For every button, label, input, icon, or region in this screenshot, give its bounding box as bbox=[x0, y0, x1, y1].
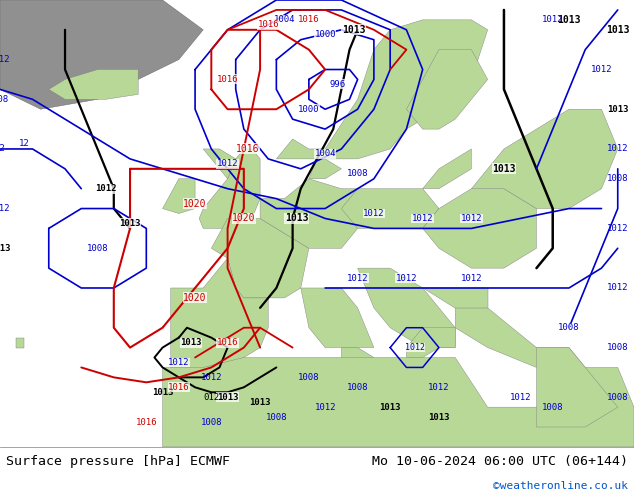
Text: 1008: 1008 bbox=[347, 169, 368, 178]
Text: 1016: 1016 bbox=[217, 75, 238, 84]
Text: 1013: 1013 bbox=[379, 403, 401, 412]
Polygon shape bbox=[341, 189, 439, 228]
Text: 1008: 1008 bbox=[607, 174, 628, 183]
Text: 1013: 1013 bbox=[606, 25, 630, 35]
Text: 1013: 1013 bbox=[249, 398, 271, 407]
Text: 1012: 1012 bbox=[412, 214, 434, 223]
Polygon shape bbox=[16, 338, 24, 347]
Text: 1013: 1013 bbox=[180, 338, 202, 347]
Text: 1004: 1004 bbox=[274, 15, 295, 24]
Text: 12: 12 bbox=[0, 145, 5, 153]
Text: 1012: 1012 bbox=[542, 15, 564, 24]
Text: 1016: 1016 bbox=[236, 144, 260, 154]
Text: 1012: 1012 bbox=[217, 159, 238, 169]
Polygon shape bbox=[301, 288, 374, 347]
Polygon shape bbox=[472, 109, 618, 209]
Text: 1013: 1013 bbox=[607, 105, 628, 114]
Polygon shape bbox=[423, 189, 536, 268]
Text: 1000: 1000 bbox=[314, 30, 336, 39]
Text: 1013: 1013 bbox=[428, 413, 450, 421]
Polygon shape bbox=[162, 358, 634, 447]
Polygon shape bbox=[204, 149, 236, 179]
Text: 1012: 1012 bbox=[461, 273, 482, 283]
Text: ©weatheronline.co.uk: ©weatheronline.co.uk bbox=[493, 481, 628, 490]
Polygon shape bbox=[309, 159, 341, 179]
Text: 1016: 1016 bbox=[136, 417, 157, 427]
Text: 1016: 1016 bbox=[257, 20, 279, 29]
Text: 1012: 1012 bbox=[607, 224, 628, 233]
Text: Mo 10-06-2024 06:00 UTC (06+144): Mo 10-06-2024 06:00 UTC (06+144) bbox=[372, 456, 628, 468]
Text: 1020: 1020 bbox=[183, 198, 207, 209]
Text: 1012: 1012 bbox=[0, 55, 11, 64]
Text: 1012: 1012 bbox=[607, 145, 628, 153]
Text: 1012: 1012 bbox=[95, 184, 117, 193]
Text: 1008: 1008 bbox=[542, 403, 564, 412]
Polygon shape bbox=[406, 49, 488, 129]
Polygon shape bbox=[276, 20, 488, 159]
Text: 1013: 1013 bbox=[152, 388, 173, 397]
Text: 1013: 1013 bbox=[0, 244, 11, 253]
Text: 1012: 1012 bbox=[396, 273, 417, 283]
Polygon shape bbox=[162, 179, 195, 214]
Text: 1012: 1012 bbox=[200, 373, 222, 382]
Text: 1012: 1012 bbox=[363, 209, 385, 218]
Text: Surface pressure [hPa] ECMWF: Surface pressure [hPa] ECMWF bbox=[6, 456, 230, 468]
Text: 12: 12 bbox=[19, 140, 30, 148]
Text: 1004: 1004 bbox=[314, 149, 336, 158]
Text: 1012: 1012 bbox=[347, 273, 368, 283]
Text: 1012: 1012 bbox=[0, 204, 11, 213]
Text: 1013: 1013 bbox=[492, 164, 515, 174]
Polygon shape bbox=[0, 0, 204, 109]
Text: 1013: 1013 bbox=[342, 25, 365, 35]
Polygon shape bbox=[49, 70, 138, 99]
Polygon shape bbox=[341, 347, 374, 368]
Text: 1008: 1008 bbox=[298, 373, 320, 382]
Text: 1016: 1016 bbox=[168, 383, 190, 392]
Text: 1012: 1012 bbox=[607, 284, 628, 293]
Text: 1012: 1012 bbox=[428, 383, 450, 392]
Text: 1008: 1008 bbox=[607, 392, 628, 402]
Polygon shape bbox=[455, 308, 585, 368]
Text: 1008: 1008 bbox=[266, 413, 287, 421]
Text: 1016: 1016 bbox=[217, 338, 238, 347]
Text: 1020: 1020 bbox=[232, 214, 256, 223]
Text: 1008: 1008 bbox=[200, 417, 222, 427]
Text: 1012: 1012 bbox=[510, 392, 531, 402]
Text: 1013: 1013 bbox=[285, 214, 308, 223]
Text: 1012: 1012 bbox=[591, 65, 612, 74]
Text: 996: 996 bbox=[329, 80, 346, 89]
Text: 1008: 1008 bbox=[347, 383, 368, 392]
Text: 1016: 1016 bbox=[298, 15, 320, 24]
Text: 1020: 1020 bbox=[183, 293, 207, 303]
Polygon shape bbox=[423, 149, 472, 189]
Polygon shape bbox=[171, 258, 268, 377]
Text: 012: 012 bbox=[204, 392, 219, 402]
Text: 1012: 1012 bbox=[168, 358, 190, 367]
Polygon shape bbox=[204, 219, 309, 298]
Text: 1012: 1012 bbox=[461, 214, 482, 223]
Polygon shape bbox=[406, 328, 455, 358]
Polygon shape bbox=[423, 288, 488, 308]
Text: 1008: 1008 bbox=[558, 323, 579, 332]
Text: 1012: 1012 bbox=[314, 403, 336, 412]
Polygon shape bbox=[260, 179, 358, 248]
Polygon shape bbox=[358, 268, 455, 347]
Text: 1000: 1000 bbox=[298, 105, 320, 114]
Text: 1013: 1013 bbox=[217, 392, 238, 402]
Text: 1008: 1008 bbox=[87, 244, 108, 253]
Polygon shape bbox=[199, 149, 260, 228]
Text: 1012: 1012 bbox=[404, 343, 425, 352]
Text: 1008: 1008 bbox=[607, 343, 628, 352]
Polygon shape bbox=[536, 347, 618, 427]
Text: 008: 008 bbox=[0, 95, 8, 104]
Text: 1013: 1013 bbox=[119, 219, 141, 228]
Text: 1013: 1013 bbox=[557, 15, 581, 25]
